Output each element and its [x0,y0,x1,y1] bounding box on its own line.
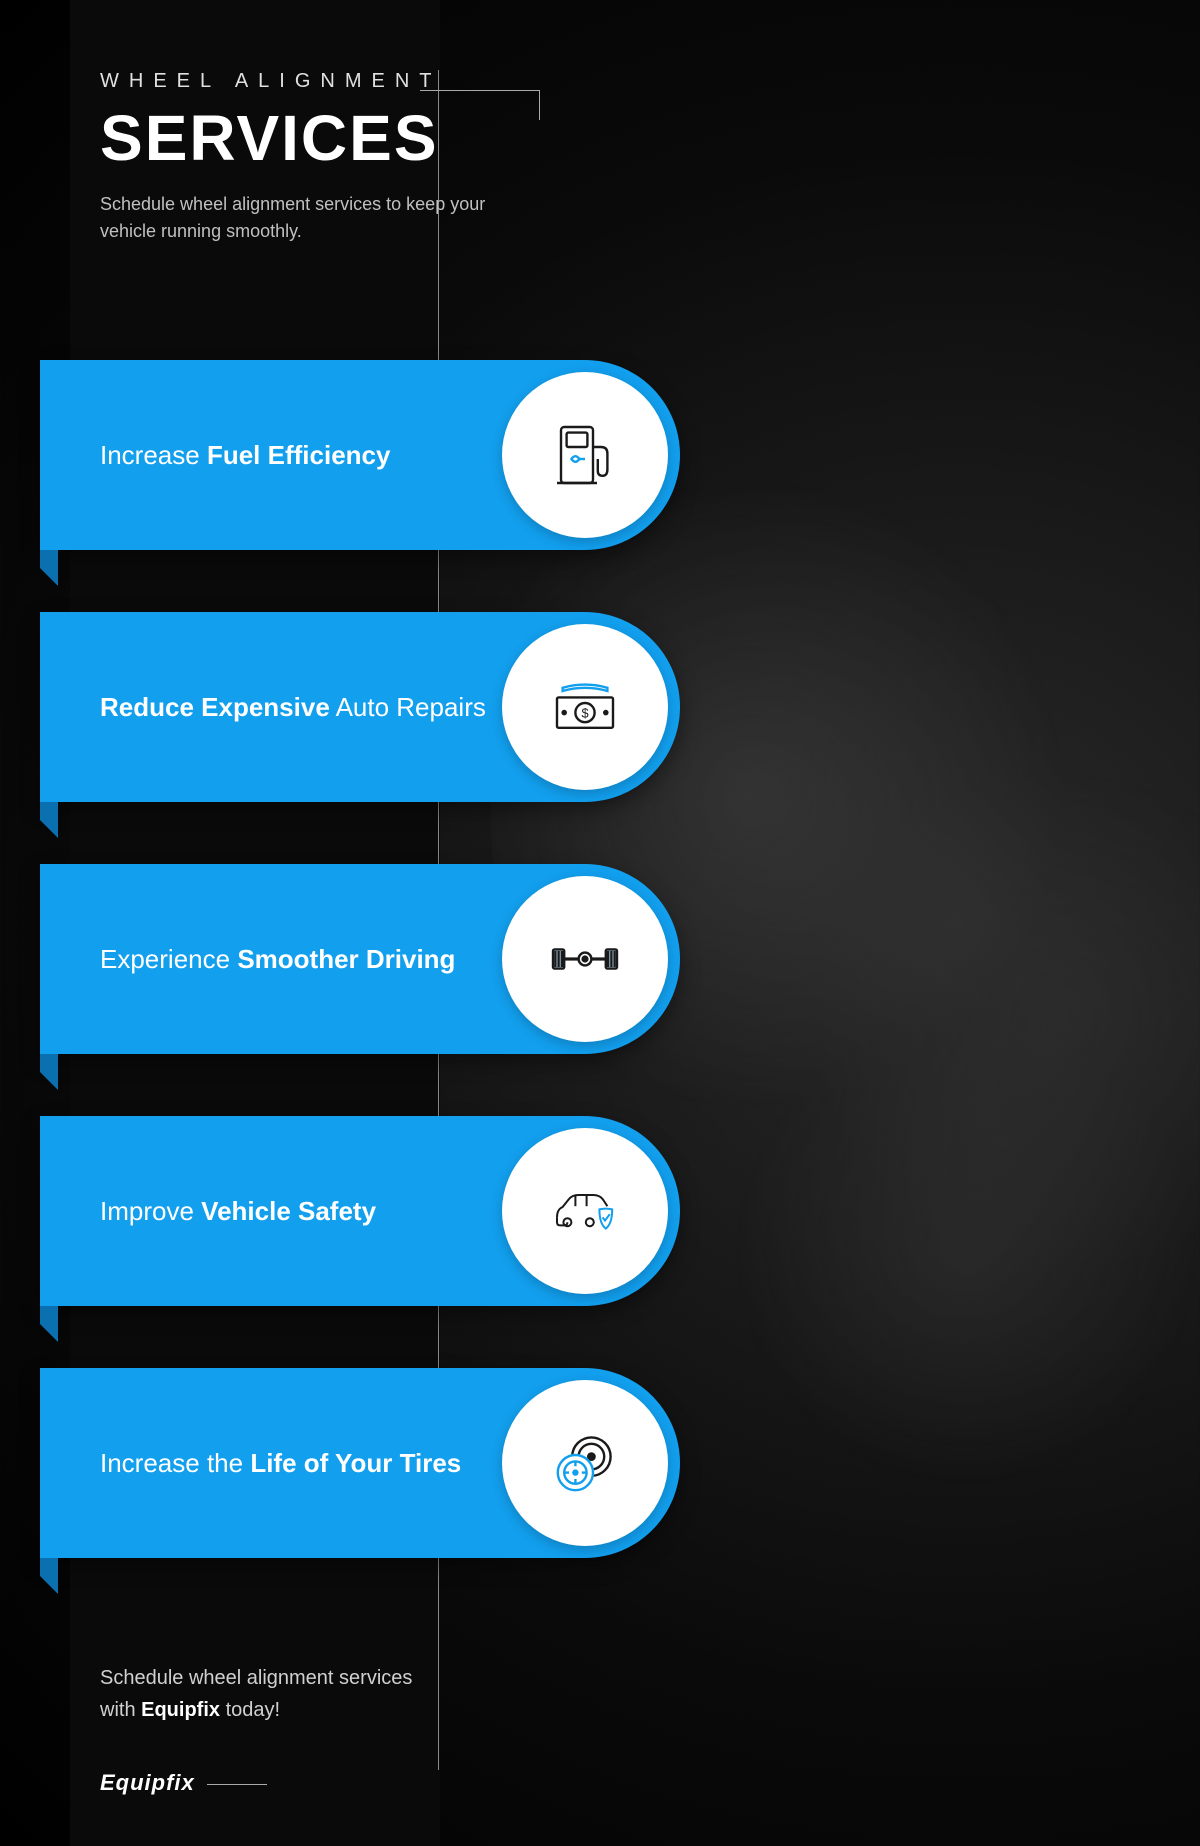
header-title: SERVICES [100,101,500,175]
benefit-card: Experience Smoother Driving [40,864,680,1054]
card-fold-tab [40,802,58,820]
logo-line [207,1784,267,1785]
card-fold-tab [40,1558,58,1576]
benefit-card: Reduce Expensive Auto Repairs $ [40,612,680,802]
benefit-card: Improve Vehicle Safety [40,1116,680,1306]
fuel-pump-icon [502,372,668,538]
footer-line-1: Schedule wheel alignment services [100,1662,412,1694]
svg-text:$: $ [581,705,588,720]
benefit-text: Increase Fuel Efficiency [100,440,390,471]
header-block: WHEEL ALIGNMENT SERVICES Schedule wheel … [100,70,500,245]
card-fold-tab [40,550,58,568]
benefit-card: Increase the Life of Your Tires [40,1368,680,1558]
benefit-text: Experience Smoother Driving [100,944,455,975]
money-icon: $ [502,624,668,790]
header-decorative-line [420,90,540,91]
tires-icon [502,1380,668,1546]
brand-logo: Equipfix [100,1770,267,1796]
axle-icon [502,876,668,1042]
benefits-list: Increase Fuel Efficiency Reduce Expensiv… [40,360,680,1620]
benefit-card: Increase Fuel Efficiency [40,360,680,550]
benefit-text: Increase the Life of Your Tires [100,1448,461,1479]
benefit-text: Reduce Expensive Auto Repairs [100,692,486,723]
header-subtitle: Schedule wheel alignment services to kee… [100,191,500,245]
footer-line-2: with Equipfix today! [100,1694,412,1726]
car-shield-icon [502,1128,668,1294]
benefit-text: Improve Vehicle Safety [100,1196,376,1227]
footer-cta: Schedule wheel alignment services with E… [100,1662,412,1726]
card-fold-tab [40,1306,58,1324]
card-fold-tab [40,1054,58,1072]
